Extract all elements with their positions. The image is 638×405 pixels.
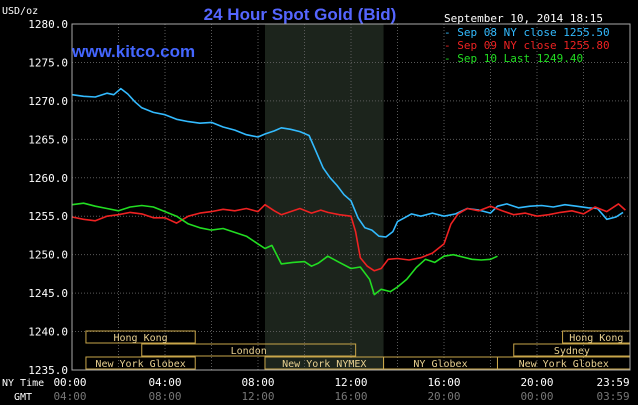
session-box <box>85 330 196 344</box>
x-tick-label-ny: 20:00 <box>520 376 553 389</box>
y-tick-label: 1270.0 <box>28 95 68 108</box>
x-tick-label-ny: 12:00 <box>334 376 367 389</box>
x-tick-label-ny: 16:00 <box>427 376 460 389</box>
x-tick-label-gmt: 12:00 <box>241 390 274 403</box>
x-tick-label-ny: 08:00 <box>241 376 274 389</box>
x-tick-label-ny: 04:00 <box>148 376 181 389</box>
nymex-session-band <box>264 24 384 370</box>
plot-frame <box>71 23 631 371</box>
session-box <box>141 343 357 357</box>
gmt-row-label: GMT <box>14 392 32 403</box>
legend-entry-3: - Sep 10 Last 1249.40 <box>444 52 583 65</box>
y-tick-label: 1250.0 <box>28 249 68 262</box>
y-tick-label: 1235.0 <box>28 364 68 377</box>
x-tick-label-gmt: 08:00 <box>148 390 181 403</box>
y-tick-label: 1255.0 <box>28 210 68 223</box>
y-tick-label: 1260.0 <box>28 172 68 185</box>
y-tick-label: 1275.0 <box>28 56 68 69</box>
y-tick-label: 1240.0 <box>28 326 68 339</box>
session-label: New York NYMEX <box>282 359 366 370</box>
legend-entry-2: - Sep 09 NY close 1255.80 <box>444 39 610 52</box>
session-label: Sydney <box>554 346 590 357</box>
chart-title: 24 Hour Spot Gold (Bid) <box>204 5 397 24</box>
series-line-1 <box>71 87 624 238</box>
x-tick-label-gmt: 20:00 <box>427 390 460 403</box>
y-unit-label: USD/oz <box>2 6 38 17</box>
session-label: London <box>231 346 267 357</box>
x-tick-label-gmt: 04:00 <box>53 390 86 403</box>
series-line-2 <box>71 203 626 272</box>
session-label: New York Globex <box>519 359 609 370</box>
session-label: New York Globex <box>95 359 185 370</box>
y-tick-label: 1245.0 <box>28 287 68 300</box>
x-tick-label-ny: 23:59 <box>596 376 629 389</box>
session-label: Hong Kong <box>113 333 167 344</box>
legend-entry-1: - Sep 08 NY close 1255.50 <box>444 26 610 39</box>
y-tick-label: 1280.0 <box>28 18 68 31</box>
ny-time-row-label: NY Time <box>2 378 44 389</box>
series-line-3 <box>71 202 498 296</box>
session-label: Hong Kong <box>569 333 623 344</box>
x-tick-label-gmt: 00:00 <box>520 390 553 403</box>
x-tick-label-ny: 00:00 <box>53 376 86 389</box>
watermark-url: www.kitco.com <box>71 42 195 61</box>
session-label: NY Globex <box>413 359 467 370</box>
chart-datetime: September 10, 2014 18:15 <box>444 12 603 25</box>
x-tick-label-gmt: 03:59 <box>596 390 629 403</box>
x-tick-label-gmt: 16:00 <box>334 390 367 403</box>
session-box <box>85 356 196 370</box>
y-tick-label: 1265.0 <box>28 133 68 146</box>
